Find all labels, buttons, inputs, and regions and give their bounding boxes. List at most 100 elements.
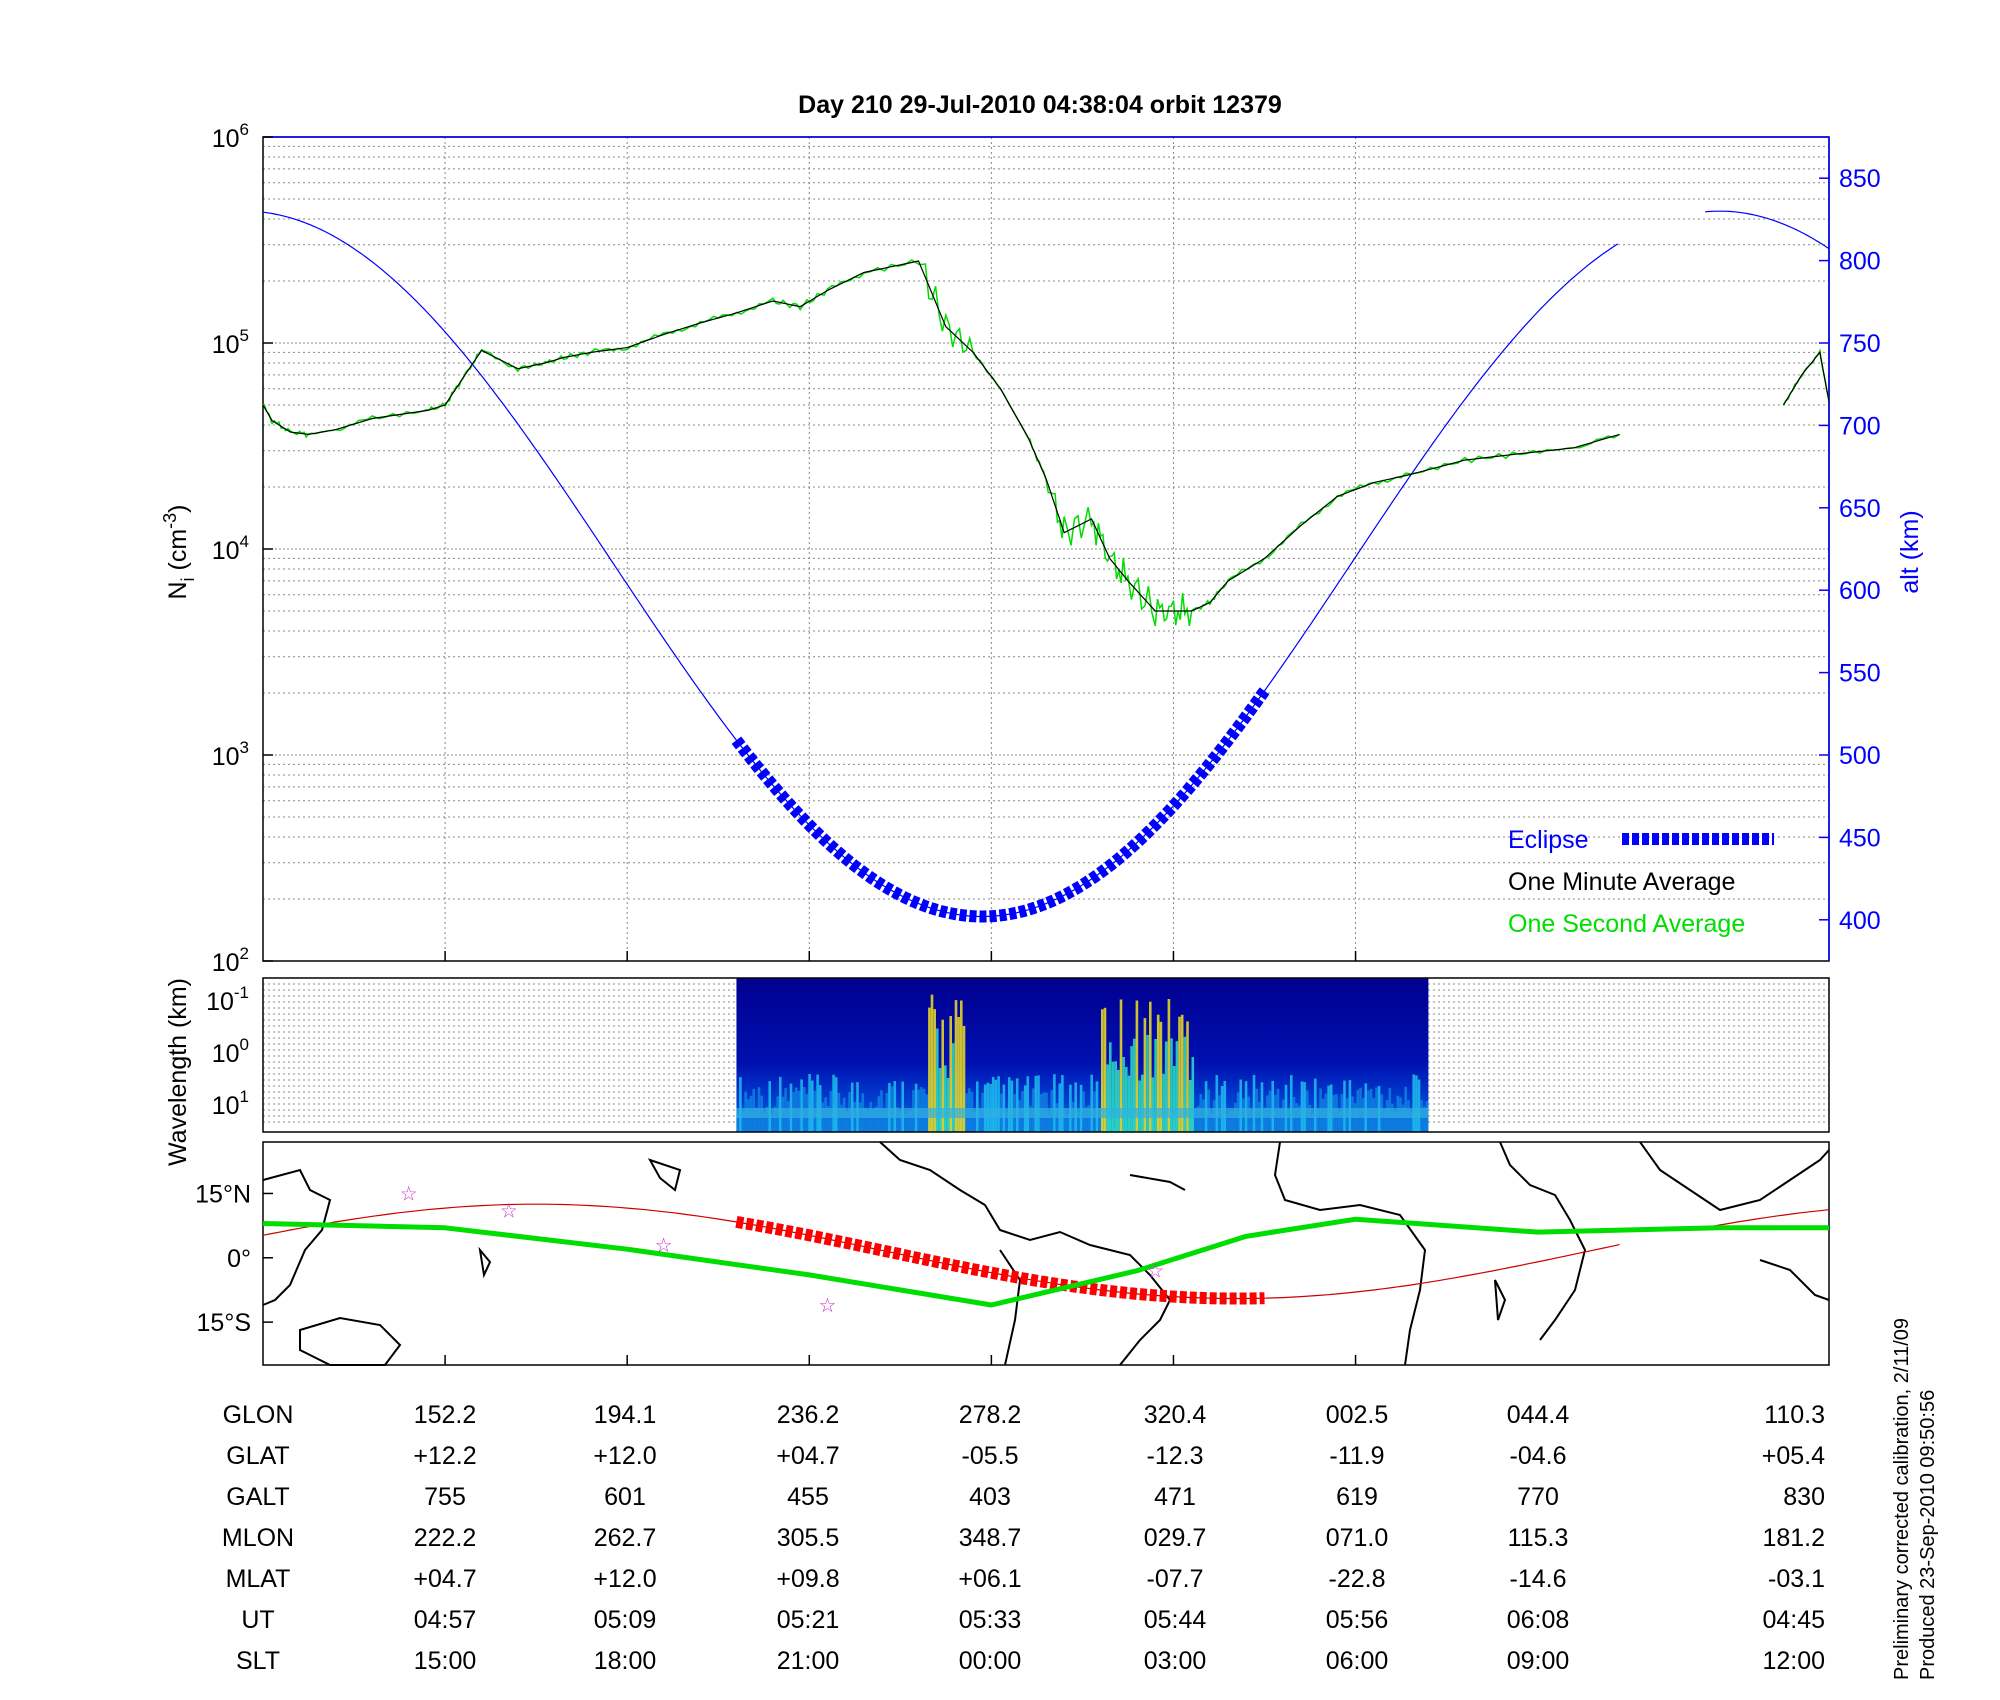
table-cell: 044.4	[1507, 1401, 1570, 1429]
table-cell: -22.8	[1329, 1565, 1386, 1593]
table-cell: 236.2	[777, 1401, 840, 1429]
spectrogram-column	[1053, 1074, 1056, 1132]
spectrogram-column	[874, 1106, 878, 1132]
spectrogram-column	[991, 1076, 995, 1132]
spectrogram-column	[1037, 1075, 1040, 1132]
spectrogram-column	[864, 1108, 867, 1132]
density-panel: 102 103 104 105 106 400 450 500 550 600 650 700 750 8…	[212, 120, 1881, 977]
table-cell: 04:57	[414, 1606, 477, 1634]
spectrogram-column	[1194, 1108, 1197, 1132]
table-cell: -14.6	[1510, 1565, 1567, 1593]
spectrogram-column	[1095, 1081, 1099, 1132]
spectrogram-column	[986, 1082, 990, 1132]
spectrogram-column	[1127, 1075, 1131, 1132]
spectrogram-column	[1180, 1014, 1184, 1132]
table-cell: 152.2	[414, 1401, 477, 1429]
spectrogram-column	[834, 1077, 838, 1132]
table-cell: +09.8	[776, 1565, 839, 1593]
table-cell: 320.4	[1144, 1401, 1207, 1429]
table-cell: 15:00	[414, 1647, 477, 1675]
altitude-line-2	[1705, 210, 1830, 250]
spectrogram-column	[1178, 1016, 1181, 1132]
spectrogram-column	[1300, 1081, 1304, 1132]
table-cell: 21:00	[777, 1647, 840, 1675]
spectrogram-column	[1146, 1035, 1149, 1132]
table-cell: 05:21	[777, 1606, 840, 1634]
dip-equator-line	[262, 1216, 1829, 1308]
spectrogram-column	[1298, 1105, 1301, 1132]
table-cell: 05:09	[594, 1606, 657, 1634]
y2-tick-label: 750	[1839, 330, 1881, 358]
table-row-label: MLAT	[226, 1565, 291, 1593]
legend-one-minute-label: One Minute Average	[1508, 868, 1735, 896]
ylabel-main: N	[164, 581, 192, 599]
spectrogram-column	[1401, 1104, 1405, 1132]
y2-tick-label: 650	[1839, 495, 1881, 523]
table-cell: 05:33	[959, 1606, 1022, 1634]
spectrogram-column	[1244, 1081, 1248, 1132]
spectrogram-column	[811, 1080, 814, 1132]
station-star-icon: ☆	[1146, 1261, 1164, 1283]
table-cell: 194.1	[594, 1401, 657, 1429]
one-second-line-2	[1782, 348, 1830, 405]
map-tick-label: 15°S	[197, 1309, 251, 1337]
spectrogram-column	[933, 1009, 936, 1132]
table-cell: -04.6	[1510, 1442, 1567, 1470]
svg-text:Ni (cm-3): Ni (cm-3)	[160, 504, 198, 599]
spectrogram-panel: 10-1 100 101	[206, 977, 1830, 1133]
spectrogram-column	[962, 1025, 966, 1132]
table-cell: 04:45	[1762, 1606, 1825, 1634]
spectrogram-column	[1303, 1082, 1306, 1132]
coastline	[1639, 1141, 1830, 1212]
spectrogram-column	[1138, 1080, 1141, 1132]
map-tick-label: 15°N	[195, 1180, 251, 1208]
table-row-label: MLON	[222, 1524, 294, 1552]
spectrogram-column	[1087, 1105, 1091, 1132]
spectrogram-column	[1271, 1080, 1274, 1132]
one-minute-line-2	[1782, 351, 1830, 406]
y2-tick-label: 600	[1839, 577, 1881, 605]
table-cell: +05.4	[1762, 1442, 1825, 1470]
spectrogram-column	[928, 1007, 931, 1132]
spectrogram-column	[973, 1111, 976, 1132]
spectrogram-column	[1130, 1046, 1133, 1132]
y2-tick-label: 700	[1839, 412, 1881, 440]
table-cell: 06:00	[1326, 1647, 1389, 1675]
spectrogram-column	[893, 1081, 897, 1132]
spectrogram-column	[741, 1111, 745, 1132]
station-star-icon: ☆	[655, 1235, 673, 1257]
spectrogram-column	[1101, 1009, 1104, 1132]
spectrogram-column	[914, 1083, 918, 1132]
coastline	[879, 1141, 1172, 1366]
spectrogram-column	[1010, 1080, 1014, 1132]
spectrogram-column	[1393, 1111, 1397, 1132]
spectrogram-column	[1409, 1112, 1413, 1132]
table-cell: 619	[1336, 1483, 1378, 1511]
coastline	[1494, 1279, 1507, 1321]
spectrogram-column	[765, 1106, 769, 1132]
table-row-label: GLON	[223, 1401, 294, 1429]
spectrogram-column	[954, 1000, 958, 1132]
spectrogram-column	[1164, 1041, 1168, 1132]
figure-title: Day 210 29-Jul-2010 04:38:04 orbit 12379	[798, 91, 1282, 119]
one-minute-line	[262, 260, 1620, 612]
y-tick-label: 105	[212, 326, 249, 359]
spectrogram-column	[1135, 1000, 1139, 1132]
spectrogram-tick-label: 10-1	[206, 983, 249, 1016]
table-cell: 755	[424, 1483, 466, 1511]
geo-track	[262, 1203, 1620, 1300]
spectrogram-column	[773, 1106, 777, 1132]
spectrogram-column	[800, 1079, 803, 1132]
table-cell: 05:44	[1144, 1606, 1207, 1634]
spectrogram-column	[1287, 1109, 1290, 1132]
spectrogram-column	[845, 1111, 849, 1132]
spectrogram-column	[1015, 1078, 1019, 1132]
spectrogram-column	[850, 1082, 854, 1132]
spectrogram-column	[1415, 1075, 1418, 1132]
spectrogram-column	[909, 1110, 912, 1132]
spectrogram-column	[1348, 1080, 1352, 1132]
spectrogram-column	[1172, 1066, 1176, 1132]
spectrogram-column	[949, 1016, 952, 1132]
spectrogram-column	[736, 1114, 739, 1132]
